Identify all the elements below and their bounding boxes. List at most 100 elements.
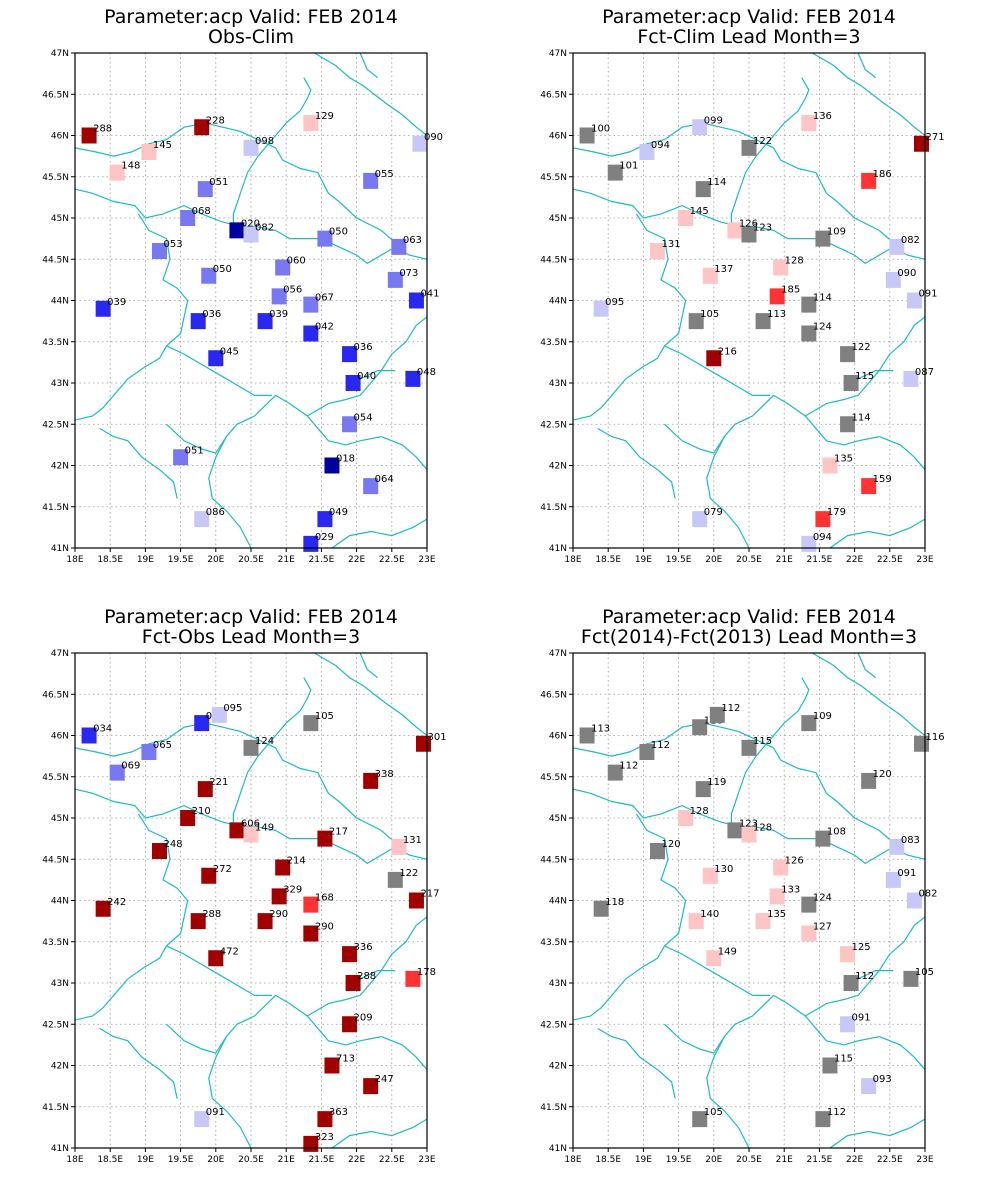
station-value: 301 [427,732,446,743]
station-marker [692,719,708,736]
station-marker [363,172,379,189]
lon-tick-label: 19E [635,555,652,565]
station-marker [903,970,919,987]
boundary-line [773,747,894,844]
station-marker [727,222,743,239]
lon-tick-label: 21E [776,555,793,565]
station-marker [391,238,407,255]
station-marker [822,457,838,474]
lat-tick-label: 47N [51,49,69,59]
lat-tick-label: 43.5N [540,338,567,348]
station-value: 064 [375,474,394,485]
station-value: 063 [403,235,422,246]
station-value: 217 [420,889,439,900]
lon-tick-label: 22.5E [379,555,405,565]
station-marker [408,892,424,909]
station-marker [180,210,196,226]
lon-tick-label: 21E [278,1155,295,1165]
station-marker [208,950,224,967]
station-marker [303,296,319,313]
station-marker [801,325,817,342]
station-value: 112 [619,761,638,772]
boundary-line [75,722,276,757]
lat-tick-label: 45N [51,814,69,824]
station-marker [688,913,704,930]
station-marker [271,888,287,905]
lat-tick-label: 43N [51,979,69,989]
lat-tick-label: 45N [549,214,567,224]
station-marker [801,115,817,132]
station-value: 091 [852,1012,871,1023]
lat-tick-label: 46N [549,132,567,142]
station-value: 290 [269,909,288,920]
station-marker [702,867,718,884]
station-value: 123 [739,818,758,829]
lat-tick-label: 46N [51,132,69,142]
station-marker [815,1111,831,1128]
station-marker [412,135,428,152]
station-marker [706,350,722,367]
station-value: 036 [354,342,373,353]
station-marker [141,744,157,760]
station-marker [342,946,358,963]
station-value: 093 [873,1074,892,1085]
station-value: 018 [336,454,355,465]
station-marker [303,715,319,732]
boundary-line [306,316,427,417]
lat-tick-label: 41.5N [42,1103,69,1113]
station-value: 179 [827,507,846,518]
station-value: 140 [700,909,719,920]
station-value: 090 [424,132,443,143]
lat-tick-label: 45.5N [42,773,69,783]
station-value: 091 [918,289,937,300]
station-value: 336 [354,942,373,953]
station-marker [692,511,708,528]
station-marker [755,313,771,330]
boundary-line [829,1118,925,1148]
station-value: 120 [873,769,892,780]
station-marker [197,181,213,198]
station-marker [639,744,655,760]
station-marker [840,346,856,363]
station-value: 122 [753,136,772,147]
station-marker [194,119,210,136]
station-marker [593,300,609,317]
station-marker [211,706,227,723]
lat-tick-label: 45.5N [540,173,567,183]
station-value: 221 [209,777,228,788]
boundary-line [804,916,925,1017]
station-marker [109,164,125,181]
station-marker [363,1078,379,1095]
station-value: 149 [718,946,737,957]
station-value: 114 [813,293,832,304]
station-value: 271 [925,132,944,143]
station-value: 217 [329,827,348,838]
boundary-line [573,788,925,865]
boundary-line [664,345,771,396]
station-marker [229,822,245,839]
station-marker [741,139,757,156]
lon-tick-label: 20E [207,555,224,565]
station-value: 108 [827,827,846,838]
boundary-line [706,1036,750,1148]
station-marker [81,727,97,744]
station-value: 214 [287,856,306,867]
station-value: 083 [901,835,920,846]
boundary-line [664,394,880,454]
station-value: 105 [315,711,334,722]
station-value: 288 [357,971,376,982]
station-marker [861,478,877,495]
station-value: 118 [605,897,624,908]
station-value: 135 [767,909,786,920]
map-title: Parameter:acp Valid: FEB 2014 [602,6,896,28]
station-value: 248 [163,839,182,850]
station-value: 056 [283,284,302,295]
station-value: 115 [834,1054,853,1065]
lat-tick-label: 44N [549,897,567,907]
station-value: 290 [315,922,334,933]
lon-tick-label: 20E [207,1155,224,1165]
lon-tick-label: 21E [278,555,295,565]
lat-tick-label: 43N [549,979,567,989]
lon-tick-label: 21E [776,1155,793,1165]
station-value: 112 [827,1107,846,1118]
